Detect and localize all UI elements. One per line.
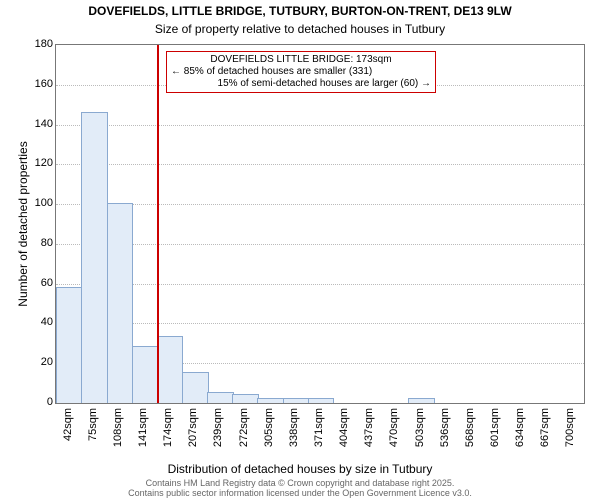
x-tick-label: 207sqm — [187, 408, 199, 447]
x-tick-label: 700sqm — [564, 408, 576, 447]
histogram-bar — [232, 394, 259, 403]
y-axis-label: Number of detached properties — [16, 44, 30, 404]
annotation-line: ← 85% of detached houses are smaller (33… — [171, 66, 431, 78]
histogram-bar — [107, 203, 134, 403]
x-tick-label: 42sqm — [62, 408, 74, 441]
x-axis-label: Distribution of detached houses by size … — [0, 462, 600, 476]
x-tick-label: 371sqm — [313, 408, 325, 447]
reference-line — [157, 45, 159, 403]
y-tick-label: 80 — [41, 237, 53, 249]
y-tick-label: 120 — [35, 157, 53, 169]
x-tick-label: 272sqm — [238, 408, 250, 447]
x-tick-label: 141sqm — [137, 408, 149, 447]
gridline — [56, 204, 584, 205]
annotation-box: DOVEFIELDS LITTLE BRIDGE: 173sqm← 85% of… — [166, 51, 436, 93]
y-tick-label: 180 — [35, 38, 53, 50]
annotation-line: 15% of semi-detached houses are larger (… — [171, 78, 431, 90]
x-tick-label: 503sqm — [414, 408, 426, 447]
x-tick-label: 305sqm — [263, 408, 275, 447]
gridline — [56, 284, 584, 285]
gridline — [56, 244, 584, 245]
x-tick-label: 108sqm — [112, 408, 124, 447]
x-tick-label: 470sqm — [388, 408, 400, 447]
x-tick-label: 338sqm — [288, 408, 300, 447]
histogram-bar — [132, 346, 159, 403]
y-tick-label: 140 — [35, 118, 53, 130]
histogram-bar — [257, 398, 284, 403]
x-tick-label: 404sqm — [338, 408, 350, 447]
y-tick-label: 60 — [41, 277, 53, 289]
y-tick-label: 160 — [35, 78, 53, 90]
chart-title-line2: Size of property relative to detached ho… — [0, 22, 600, 36]
x-tick-label: 568sqm — [464, 408, 476, 447]
footer-attribution: Contains HM Land Registry data © Crown c… — [0, 478, 600, 498]
gridline — [56, 125, 584, 126]
chart-container: DOVEFIELDS, LITTLE BRIDGE, TUTBURY, BURT… — [0, 0, 600, 500]
x-tick-label: 239sqm — [212, 408, 224, 447]
annotation-line: DOVEFIELDS LITTLE BRIDGE: 173sqm — [171, 54, 431, 66]
y-tick-label: 0 — [47, 396, 53, 408]
chart-title-line1: DOVEFIELDS, LITTLE BRIDGE, TUTBURY, BURT… — [0, 4, 600, 18]
plot-area: DOVEFIELDS LITTLE BRIDGE: 173sqm← 85% of… — [55, 44, 585, 404]
x-tick-label: 667sqm — [539, 408, 551, 447]
y-tick-container: 020406080100120140160180 — [35, 44, 53, 404]
x-tick-label: 536sqm — [439, 408, 451, 447]
footer-line1: Contains HM Land Registry data © Crown c… — [0, 478, 600, 488]
histogram-bar — [308, 398, 335, 403]
gridline — [56, 164, 584, 165]
x-tick-label: 174sqm — [162, 408, 174, 447]
x-tick-label: 634sqm — [514, 408, 526, 447]
footer-line2: Contains public sector information licen… — [0, 488, 600, 498]
histogram-bar — [207, 392, 234, 403]
histogram-bar — [408, 398, 435, 403]
histogram-bar — [157, 336, 184, 403]
y-tick-label: 20 — [41, 356, 53, 368]
x-tick-label: 437sqm — [363, 408, 375, 447]
histogram-bar — [81, 112, 108, 403]
y-tick-label: 100 — [35, 197, 53, 209]
x-tick-label: 601sqm — [489, 408, 501, 447]
gridline — [56, 323, 584, 324]
histogram-bar — [56, 287, 83, 403]
y-tick-label: 40 — [41, 316, 53, 328]
x-tick-container: 42sqm 75sqm 108sqm 141sqm 174sqm 207sqm 239sqm… — [55, 404, 585, 464]
histogram-bar — [182, 372, 209, 403]
x-tick-label: 75sqm — [87, 408, 99, 441]
histogram-bar — [283, 398, 310, 403]
